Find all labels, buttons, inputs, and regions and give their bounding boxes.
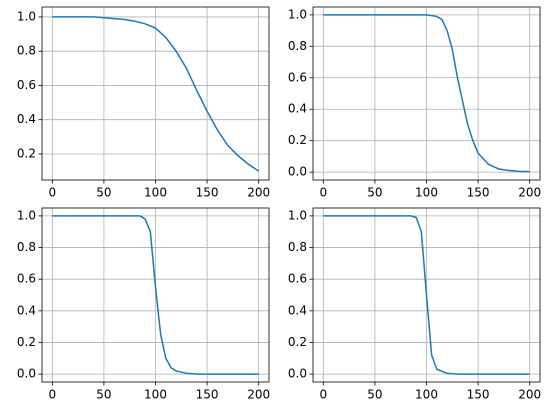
y-tick-label: 0.8 (17, 44, 36, 58)
x-tick-label: 200 (518, 388, 541, 402)
x-tick-label: 150 (467, 388, 490, 402)
y-tick-label: 0.2 (288, 133, 307, 147)
y-tick-label: 0.4 (288, 102, 307, 116)
y-tick-label: 0.0 (17, 367, 36, 381)
x-tick-label: 100 (415, 186, 438, 200)
line (323, 215, 530, 375)
x-tick-label: 150 (467, 186, 490, 200)
x-tick-label: 150 (196, 388, 219, 402)
x-tick-label: 100 (144, 186, 167, 200)
x-tick-label: 100 (415, 388, 438, 402)
y-tick-label: 0.2 (17, 335, 36, 349)
y-tick-label: 0.6 (17, 78, 36, 92)
y-tick-label: 0.4 (17, 112, 36, 126)
x-tick-label: 0 (48, 388, 56, 402)
x-tick-label: 200 (518, 186, 541, 200)
y-tick-label: 1.0 (288, 208, 307, 222)
axes-frame (41, 6, 270, 181)
y-tick-label: 0.0 (288, 165, 307, 179)
x-tick-label: 0 (319, 186, 327, 200)
x-tick-label: 200 (247, 388, 270, 402)
y-tick-label: 0.2 (288, 335, 307, 349)
line (323, 14, 530, 173)
y-tick-label: 0.8 (17, 240, 36, 254)
y-tick-label: 0.4 (288, 303, 307, 317)
x-tick-label: 0 (48, 186, 56, 200)
x-tick-label: 50 (96, 388, 111, 402)
y-tick-label: 0.8 (288, 39, 307, 53)
line (52, 16, 260, 172)
axes-frame (41, 207, 270, 383)
x-tick-label: 0 (319, 388, 327, 402)
y-tick-label: 1.0 (17, 9, 36, 23)
y-tick-label: 0.8 (288, 240, 307, 254)
x-tick-label: 150 (196, 186, 219, 200)
x-tick-label: 200 (247, 186, 270, 200)
x-tick-label: 50 (96, 186, 111, 200)
line (52, 215, 259, 375)
y-tick-label: 0.6 (288, 272, 307, 286)
x-tick-label: 50 (367, 388, 382, 402)
x-tick-label: 100 (144, 388, 167, 402)
y-tick-label: 0.2 (17, 146, 36, 160)
y-tick-label: 0.4 (17, 303, 36, 317)
y-tick-label: 1.0 (17, 208, 36, 222)
axes-frame (312, 6, 541, 181)
y-tick-label: 0.6 (288, 70, 307, 84)
axes-frame (312, 207, 541, 383)
y-tick-label: 0.0 (288, 367, 307, 381)
y-tick-label: 1.0 (288, 7, 307, 21)
x-tick-label: 50 (367, 186, 382, 200)
y-tick-label: 0.6 (17, 272, 36, 286)
